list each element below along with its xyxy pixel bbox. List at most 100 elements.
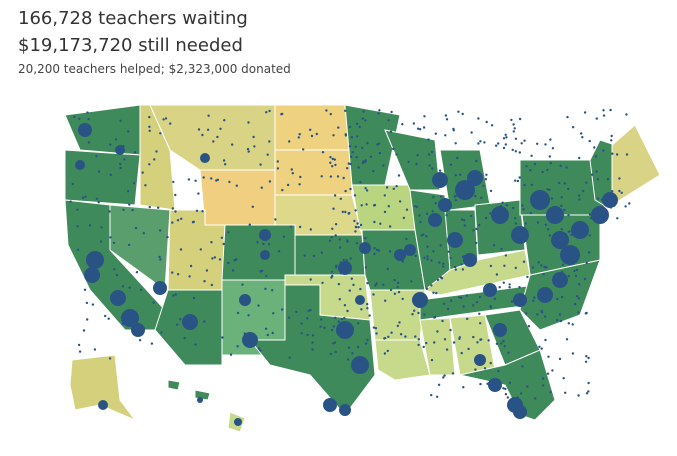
request-dot	[526, 385, 529, 388]
request-dot	[492, 244, 496, 247]
request-dot	[460, 351, 463, 355]
request-dot	[138, 339, 142, 342]
request-dot	[426, 258, 429, 261]
request-dot	[164, 117, 168, 120]
request-dot	[366, 250, 369, 253]
request-dot	[201, 133, 204, 137]
request-dot	[565, 166, 568, 169]
request-dot	[315, 132, 318, 136]
request-dot	[356, 135, 359, 138]
request-dot	[207, 114, 210, 117]
request-dot	[534, 397, 537, 400]
request-dot	[268, 109, 271, 113]
request-dot	[108, 210, 111, 213]
request-dot	[351, 356, 369, 374]
request-dot	[483, 283, 497, 297]
request-dot	[449, 163, 453, 166]
request-dot	[104, 314, 107, 318]
request-dot	[425, 235, 428, 238]
request-dot	[348, 125, 351, 129]
request-dot	[187, 178, 191, 181]
request-dot	[311, 341, 314, 344]
request-dot	[398, 200, 402, 203]
request-dot	[200, 153, 210, 163]
request-dot	[559, 164, 562, 167]
request-dot	[571, 323, 574, 326]
request-dot	[386, 349, 389, 353]
request-dot	[423, 313, 426, 316]
request-dot	[323, 398, 337, 412]
request-dot	[433, 341, 436, 344]
request-dot	[319, 325, 322, 328]
request-dot	[183, 336, 186, 340]
request-dot	[555, 318, 559, 322]
request-dot	[259, 349, 262, 352]
request-dot	[585, 261, 588, 265]
request-dot	[440, 195, 443, 198]
request-dot	[444, 134, 447, 137]
request-dot	[126, 190, 130, 193]
request-dot	[478, 312, 481, 315]
request-dot	[582, 189, 585, 193]
request-dot	[596, 197, 600, 200]
request-dot	[548, 188, 551, 192]
request-dot	[387, 119, 390, 122]
request-dot	[97, 170, 101, 173]
request-dot	[382, 283, 385, 286]
request-dot	[546, 228, 550, 231]
request-dot	[282, 235, 286, 238]
title-still-needed: $19,173,720 still needed	[18, 35, 243, 56]
request-dot	[83, 288, 87, 291]
request-dot	[588, 213, 592, 216]
request-dot	[362, 110, 365, 113]
request-dot	[131, 323, 145, 337]
state	[274, 149, 353, 196]
request-dot	[346, 309, 349, 313]
request-dot	[587, 251, 591, 254]
request-dot	[564, 391, 567, 394]
request-dot	[352, 283, 355, 287]
request-dot	[536, 313, 539, 316]
request-dot	[109, 236, 112, 239]
request-dot	[346, 240, 349, 243]
request-dot	[333, 158, 336, 161]
request-dot	[529, 169, 532, 172]
request-dot	[342, 176, 345, 180]
request-dot	[463, 224, 466, 227]
request-dot	[615, 153, 619, 156]
request-dot	[142, 327, 146, 330]
request-dot	[585, 181, 588, 184]
request-dot	[462, 305, 465, 308]
state	[361, 229, 426, 291]
request-dot	[119, 119, 122, 123]
request-dot	[309, 128, 312, 131]
request-dot	[537, 261, 540, 264]
request-dot	[95, 197, 99, 200]
request-dot	[402, 216, 406, 220]
request-dot	[364, 266, 368, 269]
request-dot	[354, 209, 357, 212]
request-dot	[336, 321, 354, 339]
request-dot	[564, 233, 568, 236]
request-dot	[159, 258, 162, 261]
request-dot	[576, 295, 579, 298]
request-dot	[122, 144, 125, 148]
request-dot	[479, 140, 482, 143]
request-dot	[502, 387, 505, 390]
request-dot	[127, 243, 131, 247]
request-dot	[618, 189, 621, 193]
request-dot	[277, 250, 281, 253]
request-dot	[589, 217, 593, 220]
request-dot	[331, 165, 334, 168]
request-dot	[306, 317, 309, 320]
request-dot	[447, 250, 450, 253]
request-dot	[221, 336, 224, 339]
request-dot	[425, 212, 429, 215]
request-dot	[536, 142, 539, 145]
request-dot	[219, 127, 222, 130]
request-dot	[445, 214, 448, 217]
request-dot	[458, 336, 461, 339]
request-dot	[259, 229, 271, 241]
request-dot	[432, 172, 448, 188]
request-dot	[359, 287, 362, 291]
